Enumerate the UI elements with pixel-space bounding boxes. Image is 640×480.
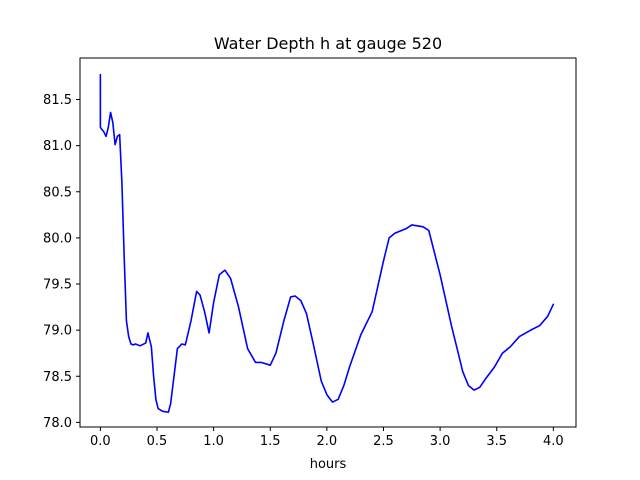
x-tick-label: 2.0 xyxy=(317,434,338,449)
x-axis-label: hours xyxy=(310,457,347,472)
x-tick-label: 0.5 xyxy=(147,434,168,449)
y-tick-label: 78.0 xyxy=(43,416,72,431)
x-tick-label: 0.0 xyxy=(90,434,111,449)
y-tick-label: 78.5 xyxy=(43,370,72,385)
axes-frame xyxy=(79,57,577,428)
y-tick-label: 81.5 xyxy=(43,93,72,108)
y-tick-label: 79.0 xyxy=(43,324,72,339)
chart-title: Water Depth h at gauge 520 xyxy=(214,34,442,53)
y-tick-label: 81.0 xyxy=(43,139,72,154)
x-tick-label: 4.0 xyxy=(543,434,564,449)
x-tick-label: 3.0 xyxy=(430,434,451,449)
plot-area xyxy=(99,73,555,414)
axes: 0.0 0.5 1.0 1.5 2.0 2.5 3.0 3.5 4.0 78.0 78.5 79.0 7… xyxy=(43,57,577,449)
series-line-0 xyxy=(99,73,555,414)
x-tick-label: 1.0 xyxy=(203,434,224,449)
x-tick-label: 3.5 xyxy=(486,434,507,449)
y-tick-label: 80.0 xyxy=(43,231,72,246)
y-tick-label: 80.5 xyxy=(43,185,72,200)
y-tick-label: 79.5 xyxy=(43,278,72,293)
x-tick-label: 1.5 xyxy=(260,434,281,449)
x-tick-label: 2.5 xyxy=(373,434,394,449)
